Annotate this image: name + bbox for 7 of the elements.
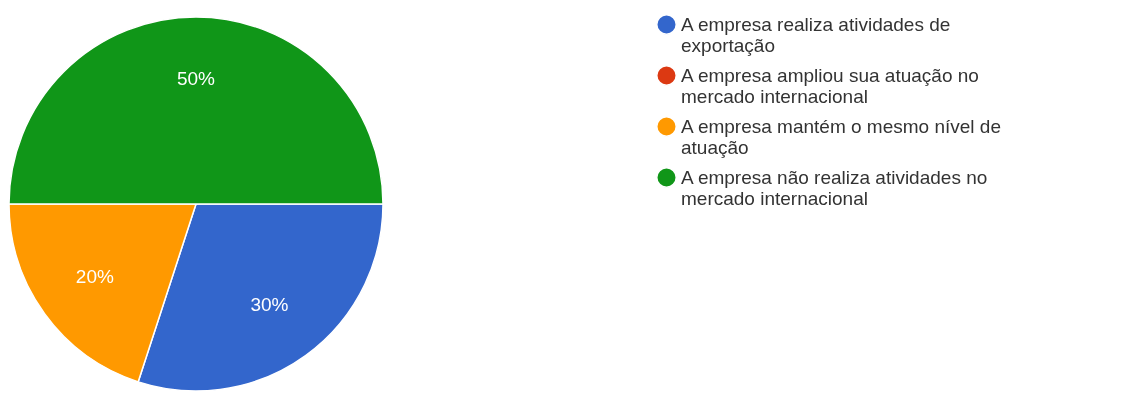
legend-label: A empresa ampliou sua atuação no mercado internacional: [681, 64, 979, 107]
data-label: 20%: [75, 266, 114, 288]
data-label: 30%: [250, 294, 289, 316]
legend-label: A empresa realiza atividades de exportação: [681, 13, 951, 56]
legend-label: A empresa mantém o mesmo nível de atuação: [681, 115, 1001, 158]
legend-label: A empresa não realiza atividades no mercado internacional: [681, 166, 988, 209]
data-label: 50%: [176, 68, 216, 89]
